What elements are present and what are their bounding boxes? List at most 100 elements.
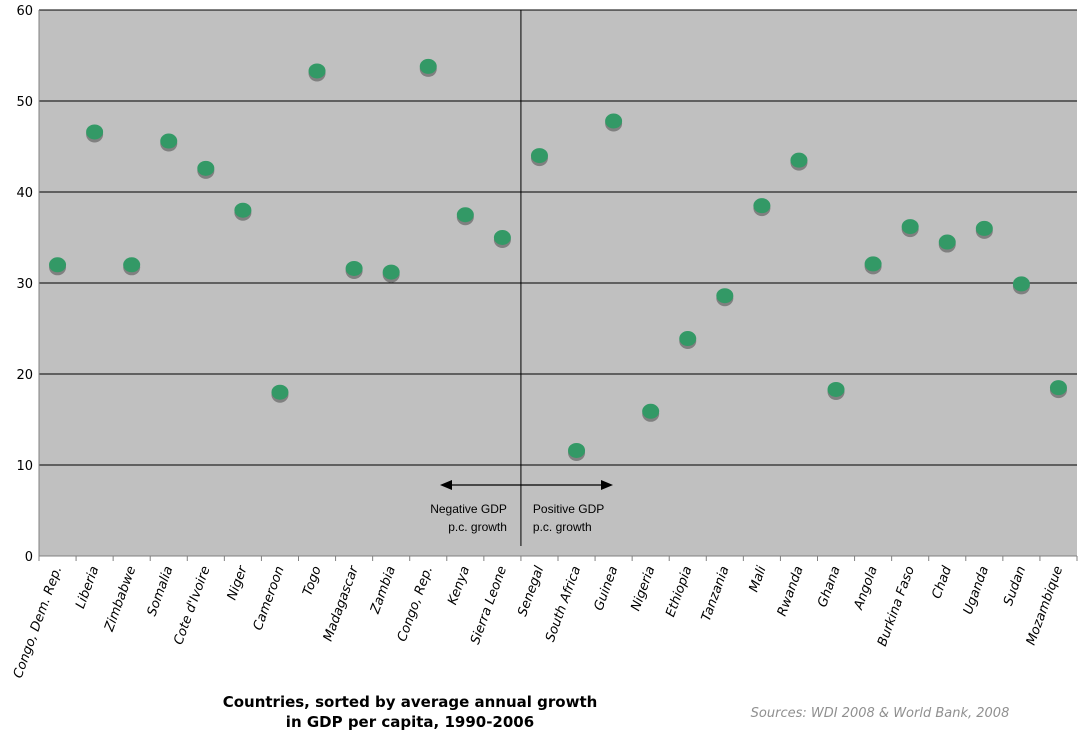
x-tick-label: Madagascar xyxy=(321,563,363,644)
data-point xyxy=(234,202,252,221)
x-tick-label: Somalia xyxy=(145,564,177,618)
data-point-marker xyxy=(938,234,956,250)
data-point-marker xyxy=(308,63,326,79)
data-point-marker xyxy=(901,219,919,235)
positive-arrowhead xyxy=(601,480,613,490)
data-point xyxy=(716,288,734,307)
data-point xyxy=(605,113,623,132)
data-point-marker xyxy=(642,403,660,419)
y-tick-label: 20 xyxy=(16,368,33,383)
x-tick-label: Congo, Dem. Rep. xyxy=(11,564,65,680)
data-point-marker xyxy=(679,331,697,347)
data-point xyxy=(1049,380,1067,399)
data-point xyxy=(864,256,882,275)
data-point-marker xyxy=(197,160,215,176)
data-point xyxy=(197,160,215,179)
x-axis-title-line1: Countries, sorted by average annual grow… xyxy=(222,693,598,711)
data-point xyxy=(123,257,141,276)
data-point-marker xyxy=(271,384,289,400)
x-tick-label: Senegal xyxy=(515,564,547,619)
data-point xyxy=(456,207,474,226)
y-tick-labels: 0 10 20 30 40 50 60 xyxy=(16,4,33,565)
data-point-marker xyxy=(123,257,141,273)
x-tick-label: Cameroon xyxy=(251,564,288,632)
data-point-marker xyxy=(493,230,511,245)
x-tick-label: Zambia xyxy=(368,564,399,616)
data-point-marker xyxy=(1012,276,1030,292)
negative-label-line1: Negative GDP xyxy=(430,502,507,516)
x-tick-label: Kenya xyxy=(445,564,473,607)
x-tick-label: Ethiopia xyxy=(663,564,695,619)
data-points xyxy=(49,58,1067,461)
x-axis-title-line2: in GDP per capita, 1990-2006 xyxy=(285,713,535,731)
data-point xyxy=(86,124,104,143)
data-point-marker xyxy=(568,442,586,458)
x-tick-label: Mali xyxy=(747,564,770,594)
data-point-marker xyxy=(234,202,252,218)
data-point-marker xyxy=(419,58,437,74)
y-tick-label: 60 xyxy=(16,4,33,19)
y-tick-label: 10 xyxy=(16,459,33,474)
x-tick-label: Angola xyxy=(851,564,881,612)
data-point-marker xyxy=(345,260,363,276)
data-point xyxy=(827,381,845,400)
x-tick-label: Cote d'Ivoire xyxy=(171,564,213,647)
x-axis-title: Countries, sorted by average annual grow… xyxy=(170,692,650,732)
positive-label-line2: p.c. growth xyxy=(533,520,592,534)
data-point xyxy=(753,198,771,217)
data-point xyxy=(530,148,548,167)
x-tick-label: Guinea xyxy=(591,564,621,613)
data-point-marker xyxy=(827,381,845,397)
x-tick-label: Mozambique xyxy=(1024,564,1066,647)
gridlines xyxy=(39,9,1077,466)
data-point-marker xyxy=(160,133,178,149)
data-point-marker xyxy=(1049,380,1067,396)
negative-label-line2: p.c. growth xyxy=(448,520,507,534)
data-point-marker xyxy=(86,124,104,140)
x-tick-label: Niger xyxy=(225,563,252,603)
x-tick-label: Liberia xyxy=(73,564,102,611)
data-point xyxy=(568,442,586,461)
y-tick-label: 0 xyxy=(25,550,33,565)
data-point-marker xyxy=(530,148,548,164)
y-tick-label: 50 xyxy=(16,95,33,110)
data-point-marker xyxy=(382,264,400,280)
data-point xyxy=(382,264,400,283)
x-tick-label: Burkina Faso xyxy=(875,564,918,648)
data-point xyxy=(419,58,437,77)
x-tick-label: South Africa xyxy=(543,564,584,644)
data-point-marker xyxy=(753,198,771,214)
x-tick-label: Ghana xyxy=(815,564,844,609)
data-point xyxy=(49,257,67,276)
x-tick-label: Rwanda xyxy=(775,564,807,618)
x-tick-labels: Congo, Dem. Rep. Liberia Zimbabwe SomaliaCo… xyxy=(11,563,1066,681)
data-point-marker xyxy=(716,288,734,304)
x-tick-label: Nigeria xyxy=(628,564,658,613)
data-point-marker xyxy=(975,220,993,236)
x-tick-label: Tanzania xyxy=(699,564,733,623)
x-tick-label: Sierra Leone xyxy=(468,564,510,646)
source-note: Sources: WDI 2008 & World Bank, 2008 xyxy=(750,706,1010,721)
data-point xyxy=(493,230,511,248)
data-point xyxy=(938,234,956,253)
x-tick-label: Zimbabwe xyxy=(102,564,140,634)
x-tick-label: Togo xyxy=(300,564,325,598)
growth-annotation: Negative GDP p.c. growth Positive GDP p.… xyxy=(430,10,613,546)
x-tick-label: Sudan xyxy=(1001,564,1029,608)
axes xyxy=(38,10,1078,561)
data-point-marker xyxy=(864,256,882,272)
data-point xyxy=(679,331,697,350)
data-point xyxy=(901,219,919,238)
negative-arrowhead xyxy=(440,480,452,490)
data-point-marker xyxy=(456,207,474,223)
data-point xyxy=(642,403,660,422)
data-point-marker xyxy=(790,152,808,168)
y-tick-label: 30 xyxy=(16,277,33,292)
data-point-marker xyxy=(605,113,623,129)
data-point xyxy=(345,260,363,279)
x-tick-label: Congo, Rep. xyxy=(395,564,436,644)
data-point-marker xyxy=(49,257,67,273)
data-point xyxy=(975,220,993,239)
data-point xyxy=(1012,276,1030,295)
